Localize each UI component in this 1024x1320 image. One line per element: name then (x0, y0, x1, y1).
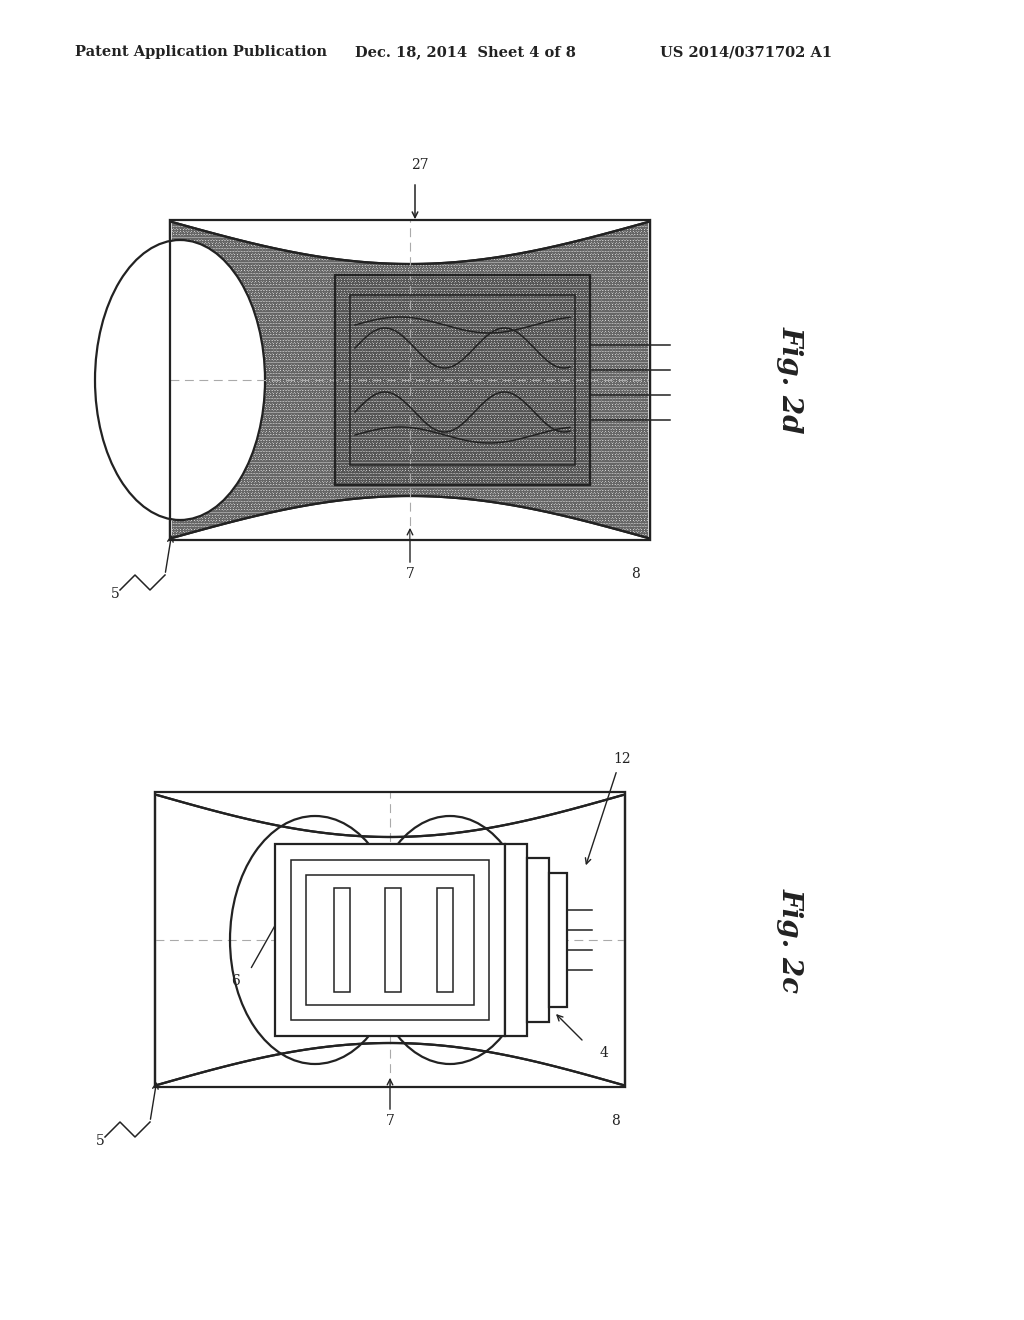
Bar (335, 275, 590, 484)
Bar (335, 275, 590, 484)
Bar (306, 875, 474, 1005)
Bar (527, 858, 549, 1022)
Bar (172, 222, 648, 539)
Text: 27: 27 (412, 158, 429, 172)
Text: 6: 6 (124, 414, 132, 428)
Text: US 2014/0371702 A1: US 2014/0371702 A1 (660, 45, 833, 59)
Text: 8: 8 (610, 1114, 620, 1129)
Bar (335, 275, 590, 484)
Bar (437, 888, 453, 993)
Text: 5: 5 (111, 587, 120, 601)
Bar (549, 873, 567, 1007)
Bar (155, 792, 625, 1086)
Bar (334, 888, 350, 993)
Text: Fig. 2c: Fig. 2c (776, 887, 804, 993)
Text: Fig. 2d: Fig. 2d (776, 326, 804, 434)
Text: 8: 8 (631, 568, 639, 581)
Polygon shape (170, 218, 650, 264)
Polygon shape (155, 789, 625, 837)
Bar (170, 220, 650, 540)
Bar (350, 294, 575, 465)
Text: 7: 7 (406, 568, 415, 581)
Bar (155, 792, 625, 1086)
Text: 6: 6 (230, 974, 240, 987)
Polygon shape (155, 1043, 625, 1089)
Text: 5: 5 (95, 1134, 104, 1148)
Text: 7: 7 (386, 1114, 394, 1129)
Bar (170, 220, 650, 540)
Text: Dec. 18, 2014  Sheet 4 of 8: Dec. 18, 2014 Sheet 4 of 8 (355, 45, 575, 59)
Text: Patent Application Publication: Patent Application Publication (75, 45, 327, 59)
Bar (505, 843, 527, 1036)
Bar (385, 888, 401, 993)
Ellipse shape (95, 240, 265, 520)
Bar (275, 843, 505, 1036)
Text: 4: 4 (600, 1045, 608, 1060)
Text: 12: 12 (613, 752, 631, 766)
Bar (291, 861, 489, 1020)
Polygon shape (170, 496, 650, 543)
